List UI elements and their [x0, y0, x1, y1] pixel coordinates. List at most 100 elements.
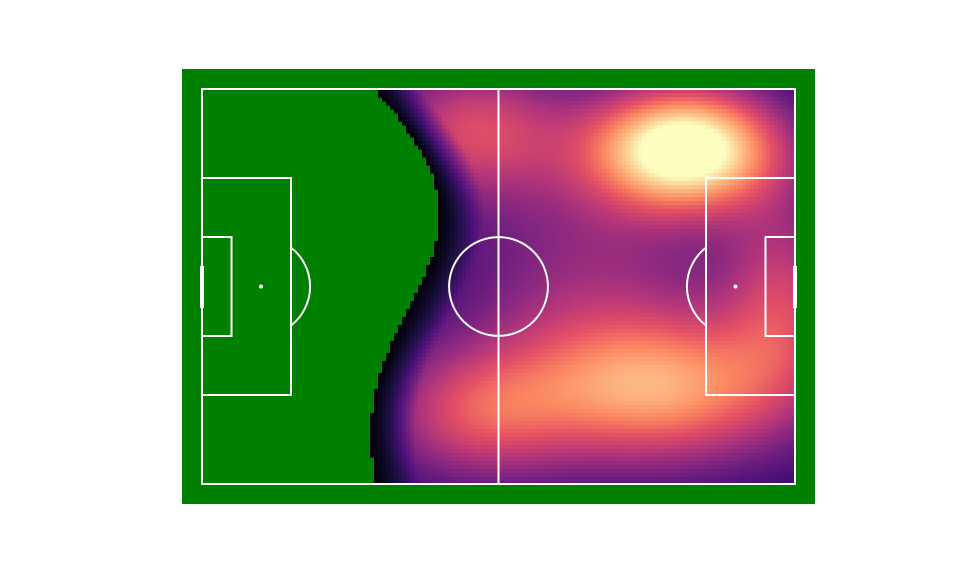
heatmap-cell — [490, 261, 495, 266]
heatmap-cell — [526, 189, 531, 194]
heatmap-cell — [642, 209, 647, 214]
heatmap-cell — [490, 249, 495, 254]
heatmap-cell — [678, 117, 683, 122]
heatmap-cell — [786, 141, 791, 146]
heatmap-cell — [534, 117, 539, 122]
heatmap-cell — [746, 113, 751, 118]
heatmap-cell — [482, 177, 487, 182]
heatmap-cell — [790, 221, 795, 226]
heatmap-cell — [774, 209, 779, 214]
heatmap-cell — [598, 117, 603, 122]
heatmap-cell — [550, 137, 555, 142]
heatmap-cell — [682, 177, 687, 182]
heatmap-cell — [742, 293, 747, 298]
heatmap-cell — [474, 89, 479, 94]
heatmap-cell — [494, 229, 499, 234]
heatmap-cell — [646, 197, 651, 202]
heatmap-cell — [606, 101, 611, 106]
heatmap-cell — [742, 161, 747, 166]
heatmap-cell — [674, 265, 679, 270]
heatmap-cell — [450, 177, 455, 182]
heatmap-cell — [674, 161, 679, 166]
heatmap-cell — [758, 185, 763, 190]
heatmap-cell — [734, 209, 739, 214]
heatmap-cell — [758, 289, 763, 294]
heatmap-cell — [782, 157, 787, 162]
heatmap-cell — [622, 205, 627, 210]
heatmap-cell — [578, 89, 583, 94]
heatmap-cell — [466, 201, 471, 206]
heatmap-cell — [494, 297, 499, 302]
heatmap-cell — [478, 149, 483, 154]
heatmap-cell — [710, 233, 715, 238]
heatmap-cell — [566, 281, 571, 286]
heatmap-cell — [526, 109, 531, 114]
heatmap-cell — [574, 233, 579, 238]
heatmap-cell — [442, 129, 447, 134]
heatmap-cell — [646, 281, 651, 286]
heatmap-cell — [678, 297, 683, 302]
heatmap-cell — [706, 129, 711, 134]
heatmap-cell — [486, 205, 491, 210]
heatmap-cell — [594, 245, 599, 250]
heatmap-cell — [570, 265, 575, 270]
heatmap-cell — [490, 189, 495, 194]
heatmap-cell — [554, 245, 559, 250]
heatmap-cell — [686, 289, 691, 294]
heatmap-cell — [674, 217, 679, 222]
heatmap-cell — [746, 165, 751, 170]
heatmap-cell — [438, 217, 443, 222]
heatmap-cell — [698, 253, 703, 258]
heatmap-cell — [562, 297, 567, 302]
heatmap-cell — [534, 101, 539, 106]
heatmap-cell — [754, 273, 759, 278]
heatmap-cell — [474, 209, 479, 214]
heatmap-cell — [698, 273, 703, 278]
heatmap-cell — [462, 181, 467, 186]
heatmap-cell — [710, 93, 715, 98]
heatmap-cell — [506, 173, 511, 178]
heatmap-cell — [642, 225, 647, 230]
heatmap-cell — [690, 277, 695, 282]
heatmap-cell — [702, 257, 707, 262]
heatmap-cell — [674, 189, 679, 194]
heatmap-cell — [490, 121, 495, 126]
heatmap-cell — [746, 225, 751, 230]
heatmap-cell — [630, 273, 635, 278]
heatmap-cell — [478, 229, 483, 234]
heatmap-cell — [678, 173, 683, 178]
heatmap-cell — [726, 257, 731, 262]
heatmap-cell — [598, 217, 603, 222]
heatmap-cell — [442, 253, 447, 258]
heatmap-cell — [598, 281, 603, 286]
heatmap-cell — [402, 93, 407, 98]
heatmap-cell — [598, 165, 603, 170]
heatmap-cell — [494, 133, 499, 138]
heatmap-cell — [666, 205, 671, 210]
heatmap-cell — [698, 145, 703, 150]
heatmap-cell — [526, 277, 531, 282]
heatmap-cell — [482, 277, 487, 282]
heatmap-cell — [442, 209, 447, 214]
heatmap-cell — [598, 169, 603, 174]
heatmap-cell — [690, 197, 695, 202]
heatmap-cell — [466, 193, 471, 198]
heatmap-cell — [746, 181, 751, 186]
heatmap-cell — [442, 161, 447, 166]
heatmap-cell — [662, 169, 667, 174]
heatmap-cell — [574, 89, 579, 94]
heatmap-cell — [710, 101, 715, 106]
heatmap-cell — [618, 189, 623, 194]
heatmap-cell — [734, 149, 739, 154]
heatmap-cell — [450, 193, 455, 198]
heatmap-cell — [506, 245, 511, 250]
heatmap-cell — [474, 225, 479, 230]
heatmap-cell — [562, 225, 567, 230]
heatmap-cell — [434, 129, 439, 134]
heatmap-cell — [490, 265, 495, 270]
heatmap-cell — [762, 233, 767, 238]
heatmap-cell — [730, 197, 735, 202]
heatmap-cell — [730, 237, 735, 242]
heatmap-cell — [666, 265, 671, 270]
heatmap-cell — [422, 89, 427, 94]
